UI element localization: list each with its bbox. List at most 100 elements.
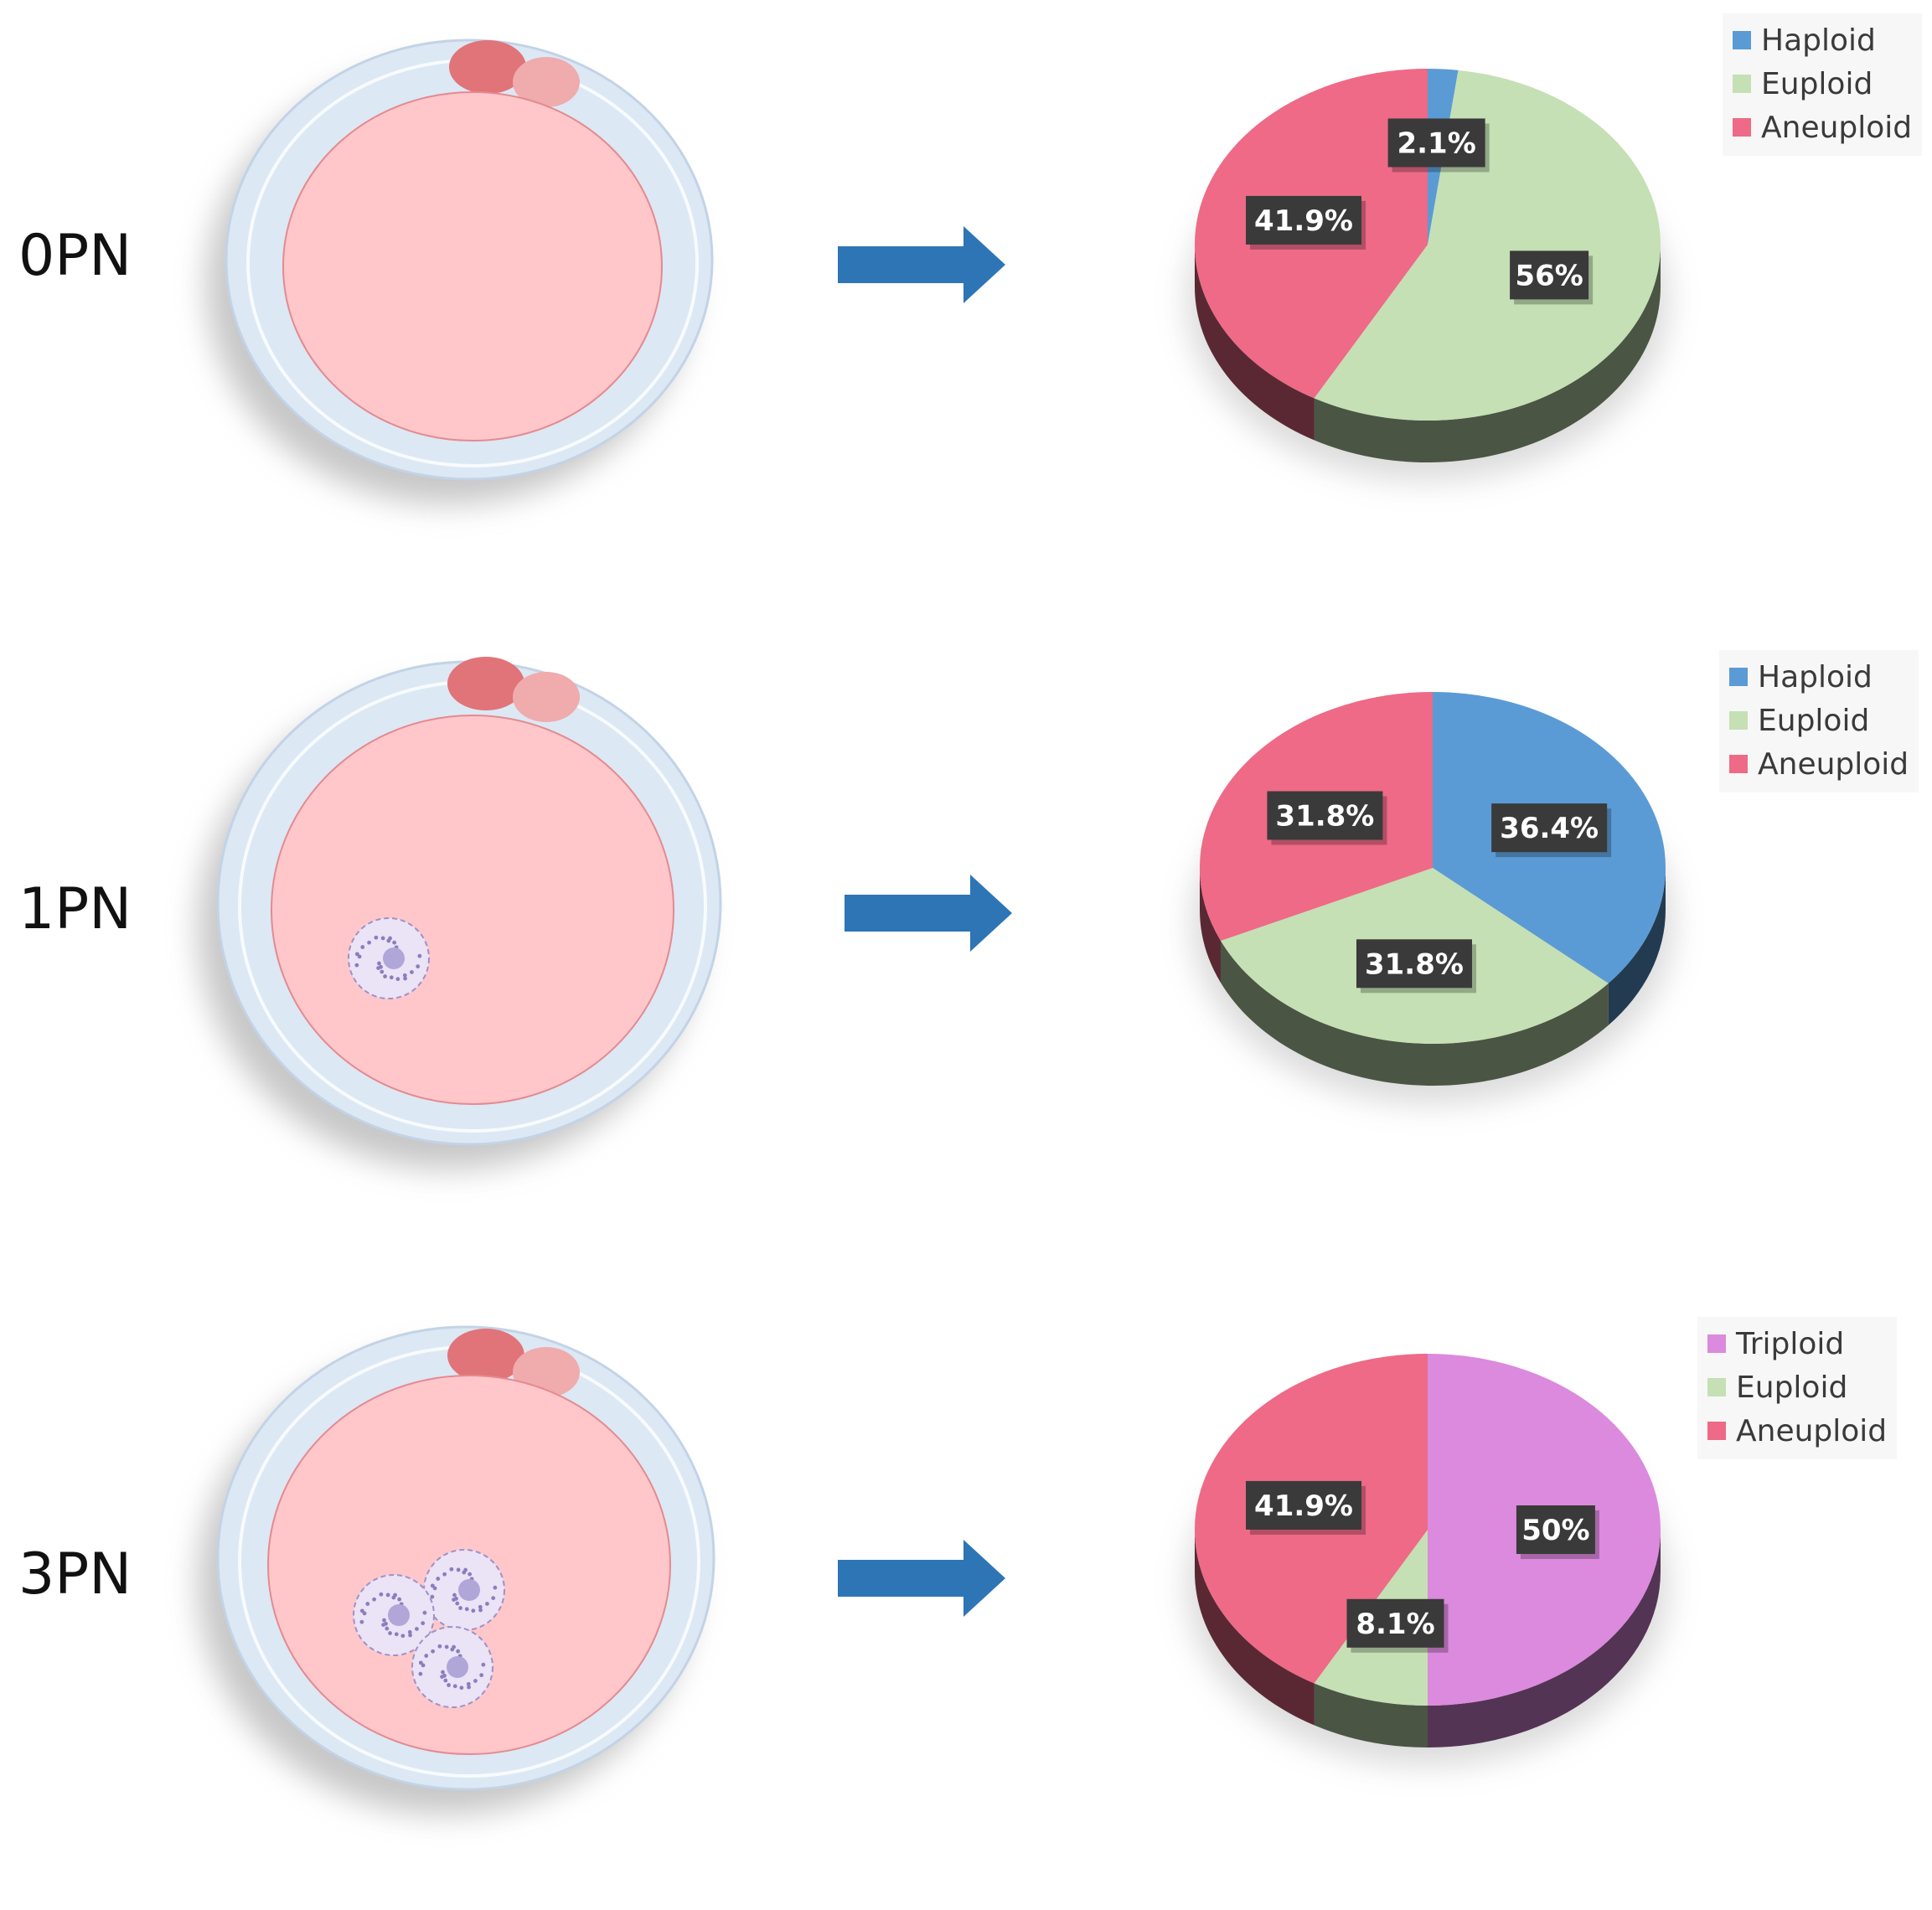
chromatin-dot xyxy=(397,1597,402,1602)
data-label-box xyxy=(1516,1505,1595,1554)
panel-graphic: 2.1% 56% 41.9% xyxy=(206,39,1669,504)
chromatin-dot xyxy=(466,1681,471,1686)
data-label: 41.9% xyxy=(1246,195,1366,250)
chart-legend: Haploid Euploid Aneuploid xyxy=(1723,13,1923,156)
legend-swatch xyxy=(1733,118,1751,137)
chromatin-dot xyxy=(430,1594,435,1599)
chromatin-dot xyxy=(372,1597,376,1602)
chromatin-dot xyxy=(485,1602,489,1606)
stage-label: 1PN xyxy=(18,876,132,942)
legend-item: Aneuploid xyxy=(1707,1409,1887,1453)
pie-slice-side xyxy=(1428,1530,1661,1747)
cytoplasm xyxy=(282,91,663,441)
legend-label: Euploid xyxy=(1736,1370,1848,1405)
chromatin-dot xyxy=(478,1604,483,1609)
legend-label: Haploid xyxy=(1761,23,1876,58)
chromatin-dot xyxy=(379,1592,384,1597)
chart-legend: Haploid Euploid Aneuploid xyxy=(1719,650,1919,792)
legend-label: Euploid xyxy=(1761,66,1873,101)
legend-swatch xyxy=(1729,668,1748,686)
chromatin-dot xyxy=(389,975,394,980)
legend-label: Haploid xyxy=(1758,659,1873,694)
chromatin-dot xyxy=(385,1593,390,1598)
legend-item: Triploid xyxy=(1707,1322,1887,1365)
pie-slice-side xyxy=(1608,868,1666,1025)
chromatin-dot xyxy=(394,1632,399,1637)
chromatin-dot xyxy=(458,1606,462,1610)
arrow-icon xyxy=(845,875,1012,952)
panel-1pn: 36.4% 31.8% 31.8% 1PN Haploid Euploid Aneu… xyxy=(0,637,1932,1273)
chromatin-dot xyxy=(431,1649,435,1654)
chromatin-dot xyxy=(455,1601,460,1606)
chromatin-dot xyxy=(365,1602,370,1606)
pie-chart: 2.1% 56% 41.9% xyxy=(1186,69,1669,481)
chromatin-dot xyxy=(380,969,385,974)
chromatin-dot xyxy=(403,976,407,981)
chromatin-dot xyxy=(468,1572,473,1577)
chromatin-dot xyxy=(437,1644,442,1649)
legend-item: Aneuploid xyxy=(1729,742,1909,786)
pie-slice-side xyxy=(1195,1530,1315,1726)
legend-swatch xyxy=(1707,1422,1726,1440)
data-label-text: 2.1% xyxy=(1397,126,1475,160)
panel-3pn: 50% 8.1% 41.9% 3PN Triploid Euploid Aneupl… xyxy=(0,1273,1932,1910)
legend-item: Aneuploid xyxy=(1733,106,1912,149)
chromatin-dot xyxy=(459,1685,464,1691)
data-label-text: 8.1% xyxy=(1356,1608,1434,1641)
data-label: 56% xyxy=(1510,250,1594,305)
nucleolus xyxy=(458,1579,480,1601)
legend-swatch xyxy=(1707,1378,1726,1396)
data-label: 41.9% xyxy=(1246,1480,1366,1535)
chromatin-dot xyxy=(377,961,381,966)
chromatin-dot xyxy=(395,977,400,982)
data-label-text: 31.8% xyxy=(1275,800,1374,834)
data-label: 2.1% xyxy=(1387,118,1490,173)
pie-slice-side xyxy=(1200,868,1221,983)
legend-label: Triploid xyxy=(1736,1326,1845,1361)
chromatin-dot xyxy=(359,1619,364,1624)
legend-label: Aneuploid xyxy=(1736,1413,1888,1448)
chromatin-dot xyxy=(421,1663,426,1668)
pronucleus xyxy=(353,1574,435,1656)
pie-slice-euploid xyxy=(1314,70,1661,421)
chromatin-dot xyxy=(391,1595,396,1600)
data-label-text: 31.8% xyxy=(1365,947,1464,981)
legend-item: Haploid xyxy=(1733,18,1912,62)
panel-0pn: 2.1% 56% 41.9% 0PN Haploid Euploid Aneuplo… xyxy=(0,0,1932,637)
polar-body xyxy=(513,57,580,107)
chromatin-dot xyxy=(357,954,362,959)
polar-body xyxy=(513,672,580,722)
data-label-text: 41.9% xyxy=(1254,204,1353,238)
chromatin-dot xyxy=(374,935,379,940)
nucleolus xyxy=(447,1656,468,1678)
data-label-text: 56% xyxy=(1515,259,1583,292)
data-label-box xyxy=(1246,1480,1362,1530)
chromatin-dot xyxy=(441,1670,445,1675)
data-label-text: 50% xyxy=(1521,1514,1589,1547)
chromatin-dot xyxy=(432,1586,437,1591)
chromatin-dot xyxy=(415,1627,419,1631)
stage-label: 3PN xyxy=(18,1541,132,1608)
chromatin-dot xyxy=(452,1593,457,1598)
chromatin-dot xyxy=(447,1683,451,1687)
arrow-icon xyxy=(838,226,1005,303)
chromatin-dot xyxy=(367,940,371,945)
chromatin-dot xyxy=(449,1567,454,1572)
legend-item: Euploid xyxy=(1733,62,1912,106)
chromatin-dot xyxy=(456,1649,461,1654)
chromatin-dot xyxy=(383,974,387,978)
chromatin-dot xyxy=(385,1626,390,1631)
chromatin-dot xyxy=(481,1662,486,1667)
chromatin-dot xyxy=(443,1678,448,1683)
pronucleus xyxy=(411,1626,493,1708)
chromatin-dot xyxy=(408,1633,412,1638)
data-label-box xyxy=(1246,195,1362,245)
chromatin-dot xyxy=(410,970,414,974)
chromatin-dot xyxy=(471,1608,476,1613)
data-label-box xyxy=(1356,939,1472,989)
chromatin-dot xyxy=(473,1679,478,1683)
cytoplasm xyxy=(271,715,674,1105)
data-label-text: 41.9% xyxy=(1254,1489,1353,1523)
legend-swatch xyxy=(1707,1334,1726,1353)
pronucleus xyxy=(348,917,430,999)
